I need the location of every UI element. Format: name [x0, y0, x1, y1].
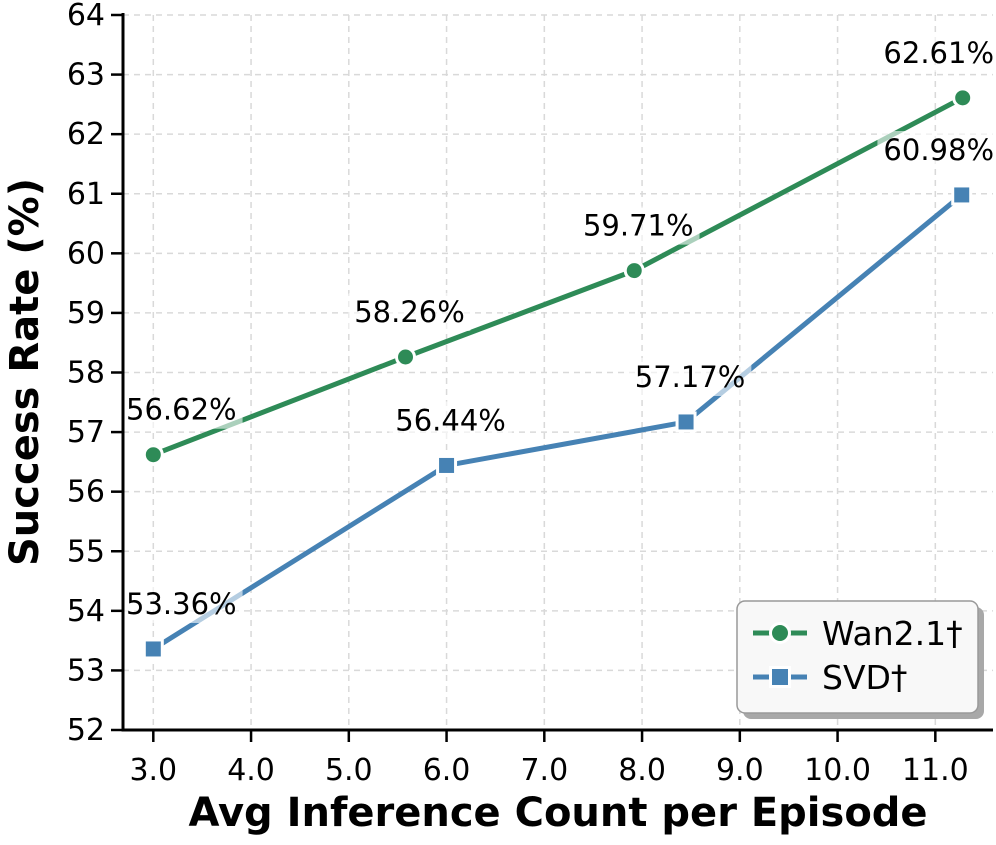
circle-marker — [142, 444, 164, 466]
legend-box — [736, 600, 979, 714]
axes-layer: 52 53 54 55 56 57 58 59 60 61 62 63 64 3.0 4.0 5.0 6.0 7.… — [67, 0, 993, 788]
y-tick-label: 53 — [67, 653, 105, 688]
label-backdrop — [348, 293, 471, 332]
legend-circle-marker — [769, 622, 791, 644]
label-text: 62.61% — [883, 36, 994, 70]
legend: Wan2.1† SVD† — [736, 600, 984, 719]
y-tick-label: 62 — [67, 117, 105, 152]
data-point-label: 57.17% — [628, 357, 752, 396]
y-tick-label: 61 — [67, 177, 105, 212]
x-tick-label: 9.0 — [716, 753, 764, 788]
legend-item-label: SVD† — [822, 658, 907, 697]
square-marker — [675, 411, 697, 433]
x-tick-label: 10.0 — [804, 753, 871, 788]
label-text: 58.26% — [354, 295, 465, 329]
label-backdrop — [877, 130, 996, 169]
data-point-label: 56.62% — [120, 390, 243, 429]
data-point-label: 60.98% — [877, 130, 996, 169]
label-text: 56.62% — [126, 393, 237, 427]
label-text: 60.98% — [883, 133, 994, 167]
x-tick-label: 6.0 — [423, 753, 471, 788]
y-tick-label: 55 — [67, 534, 105, 569]
y-tick-label: 58 — [67, 356, 105, 391]
label-backdrop — [120, 390, 243, 429]
data-point-label: 62.61% — [877, 33, 996, 72]
y-tick-label: 63 — [67, 58, 105, 93]
x-tick-label: 11.0 — [902, 753, 969, 788]
label-backdrop — [877, 33, 996, 72]
data-point-label: 58.26% — [348, 293, 471, 332]
data-point-label: 59.71% — [576, 206, 700, 245]
label-text: 56.44% — [395, 403, 506, 437]
square-marker — [142, 638, 164, 660]
y-tick-label: 60 — [67, 236, 105, 271]
x-tick-label: 4.0 — [227, 753, 275, 788]
label-text: 59.71% — [583, 209, 694, 243]
legend-item-label: Wan2.1† — [822, 614, 963, 653]
x-axis-title: Avg Inference Count per Episode — [188, 790, 927, 836]
series-line-svd — [150, 192, 965, 652]
x-tick-label: 8.0 — [618, 753, 666, 788]
series-layer — [142, 87, 974, 660]
circle-marker — [952, 87, 974, 109]
legend-square-marker — [769, 666, 791, 688]
y-tick-label: 57 — [67, 415, 105, 450]
label-backdrop — [389, 401, 512, 440]
circle-marker — [623, 260, 645, 282]
label-text: 57.17% — [635, 360, 746, 394]
square-marker — [436, 454, 458, 476]
circle-marker — [395, 346, 417, 368]
y-tick-label: 56 — [67, 475, 105, 510]
x-tick-label: 3.0 — [129, 753, 177, 788]
data-point-label: 53.36% — [120, 584, 243, 623]
y-tick-label: 52 — [67, 713, 105, 748]
y-tick-label: 59 — [67, 296, 105, 331]
square-marker — [951, 184, 973, 206]
data-point-label: 56.44% — [389, 401, 512, 440]
x-tick-label: 5.0 — [325, 753, 373, 788]
point-label-layer: 56.62% 58.26% 59.71% 62.61% 53.36% 56.44% 57.1… — [120, 33, 996, 623]
y-axis-title: Success Rate (%) — [2, 178, 48, 566]
label-backdrop — [576, 206, 700, 245]
label-text: 53.36% — [126, 587, 237, 621]
label-backdrop — [628, 357, 752, 396]
y-tick-label: 64 — [67, 0, 105, 33]
y-tick-label: 54 — [67, 594, 105, 629]
series-line-wan21 — [150, 95, 966, 458]
label-backdrop — [120, 584, 243, 623]
x-tick-label: 7.0 — [520, 753, 568, 788]
